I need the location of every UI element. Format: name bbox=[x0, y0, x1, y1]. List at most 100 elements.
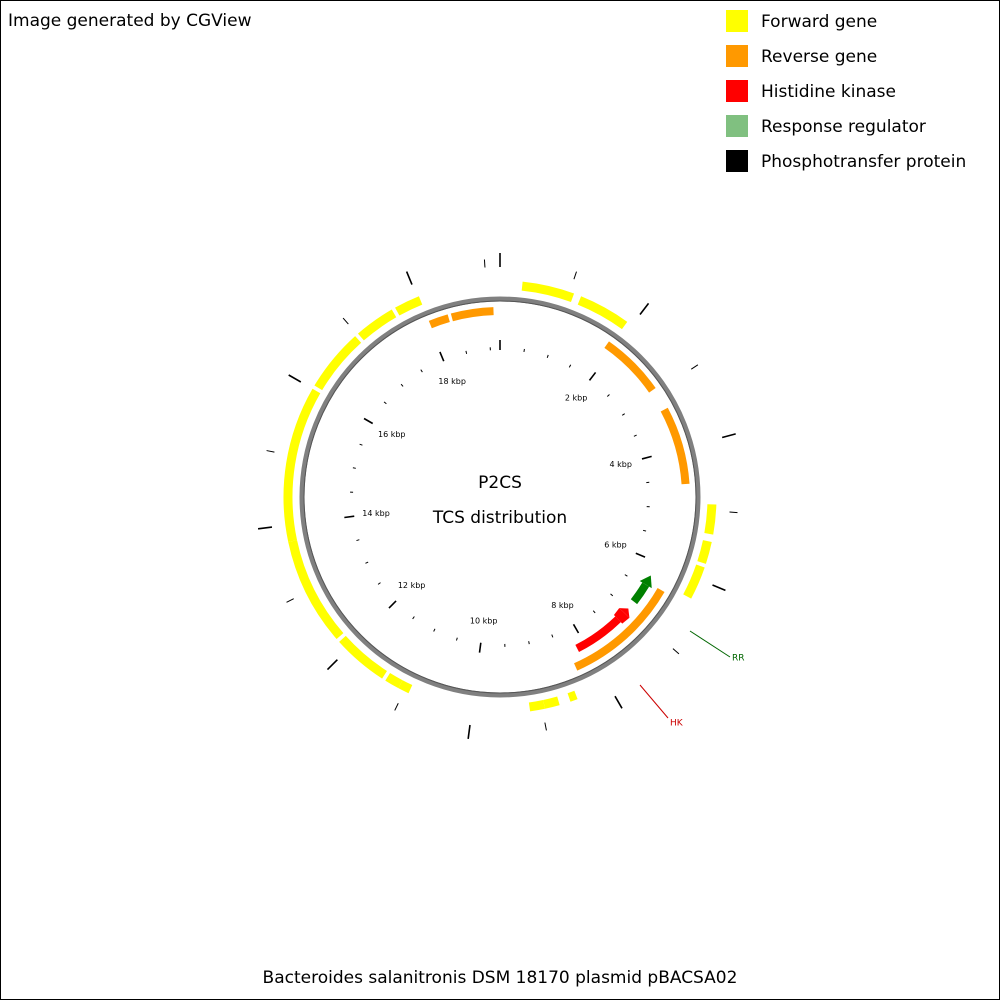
inner-tick bbox=[344, 515, 355, 519]
gene-arc bbox=[283, 388, 321, 543]
footer: Bacteroides salanitronis DSM 18170 plasm… bbox=[263, 968, 738, 988]
inner-tick bbox=[420, 369, 423, 373]
inner-tick bbox=[606, 394, 610, 397]
ring: 2 kbp 4 kbp 6 kbp 8 kbp 10 kbp 12 kbp 14 kbp 16… bbox=[257, 253, 738, 740]
inner-tick bbox=[568, 364, 572, 368]
gene-arc bbox=[567, 690, 578, 702]
inner-tick bbox=[572, 623, 580, 634]
inner-tick bbox=[365, 561, 369, 564]
hk-arrow-head bbox=[619, 608, 630, 618]
center-subtitle: TCS distribution bbox=[432, 508, 567, 528]
legend-swatch bbox=[726, 45, 748, 67]
outer-tick bbox=[690, 364, 699, 370]
gene-arc bbox=[697, 540, 712, 564]
inner-tick bbox=[588, 371, 597, 381]
inner-tick bbox=[610, 593, 614, 597]
scale-label: 16 kbp bbox=[378, 430, 406, 439]
inner-tick bbox=[635, 552, 646, 558]
gene-arc bbox=[574, 587, 665, 671]
gene-arc bbox=[630, 582, 650, 605]
scale-label: 6 kbp bbox=[604, 540, 626, 549]
inner-tick bbox=[383, 401, 387, 405]
outer-tick bbox=[342, 317, 349, 325]
outer-tick bbox=[288, 374, 302, 383]
center-title: P2CS bbox=[478, 473, 522, 493]
legend-swatch bbox=[726, 10, 748, 32]
outer-tick bbox=[721, 433, 736, 439]
gene-arc bbox=[528, 699, 546, 712]
gene-arc bbox=[704, 504, 717, 535]
rr-arrow-head bbox=[639, 575, 652, 589]
backbone bbox=[299, 296, 701, 698]
scale-label: 18 kbp bbox=[438, 377, 466, 386]
hk-label: HK bbox=[670, 719, 684, 729]
inner-tick bbox=[621, 413, 625, 416]
outer-tick bbox=[712, 584, 726, 592]
gene-arc bbox=[385, 672, 403, 689]
header: Image generated by CGView bbox=[8, 11, 252, 31]
hk-leader bbox=[639, 684, 669, 719]
outer-tick bbox=[483, 259, 486, 268]
gene-arc bbox=[288, 540, 344, 640]
inner-tick bbox=[624, 574, 628, 577]
legend-label: Forward gene bbox=[761, 12, 877, 32]
gene-arc bbox=[450, 307, 494, 322]
inner-tick bbox=[356, 539, 360, 542]
outer-tick bbox=[573, 271, 577, 280]
inner-tick bbox=[439, 351, 445, 362]
legend-label: Phosphotransfer protein bbox=[761, 152, 966, 172]
gene-arc bbox=[660, 407, 690, 485]
scale-label: 2 kbp bbox=[565, 393, 587, 402]
inner-tick bbox=[465, 350, 468, 354]
outer-tick bbox=[729, 511, 738, 514]
outer-tick bbox=[405, 271, 413, 285]
backbone-edge bbox=[303, 300, 697, 694]
legend-label: Reverse gene bbox=[761, 47, 877, 67]
gene-arc bbox=[577, 296, 628, 330]
inner-tick bbox=[592, 610, 596, 614]
outer-tick bbox=[257, 526, 273, 530]
legend-swatch bbox=[726, 115, 748, 137]
outer-tick bbox=[672, 648, 680, 655]
inner-tick bbox=[528, 641, 530, 645]
rr-label: RR bbox=[732, 654, 745, 664]
gene-arc bbox=[357, 309, 397, 341]
outer-tick bbox=[326, 659, 338, 671]
outer-tick bbox=[639, 302, 650, 316]
gene-arc bbox=[428, 314, 450, 329]
gene-arc bbox=[543, 696, 560, 709]
outer-tick bbox=[614, 695, 623, 709]
hk-arrow-body bbox=[613, 608, 630, 624]
legend: Forward gene Reverse gene Histidine kina… bbox=[726, 10, 966, 172]
scale-label: 14 kbp bbox=[362, 509, 390, 518]
scale-label: 4 kbp bbox=[610, 460, 632, 469]
scale-label: 10 kbp bbox=[470, 616, 498, 625]
legend-label: Histidine kinase bbox=[761, 82, 896, 102]
gene-arc bbox=[521, 281, 575, 303]
inner-tick bbox=[377, 582, 381, 585]
inner-tick bbox=[643, 529, 647, 532]
gene-arc bbox=[683, 564, 705, 599]
inner-tick bbox=[412, 616, 415, 620]
gene-arc bbox=[604, 341, 656, 393]
gene-arc bbox=[339, 635, 388, 679]
inner-tick bbox=[546, 354, 549, 358]
legend-label: Response regulator bbox=[761, 117, 926, 137]
inner-tick bbox=[478, 642, 482, 653]
inner-tick bbox=[551, 634, 554, 638]
inner-tick bbox=[388, 600, 397, 609]
gene-arc bbox=[575, 616, 621, 653]
outer-tick bbox=[286, 598, 294, 603]
inner-tick bbox=[641, 455, 652, 460]
outer-tick bbox=[394, 703, 399, 711]
rr-leader bbox=[689, 630, 731, 658]
gene-arc bbox=[398, 680, 413, 694]
scale-label: 8 kbp bbox=[551, 601, 573, 610]
gene-arc bbox=[314, 336, 362, 391]
inner-tick bbox=[359, 443, 363, 446]
inner-tick bbox=[400, 383, 404, 387]
inner-tick bbox=[455, 637, 458, 641]
gene-arc bbox=[395, 296, 423, 316]
